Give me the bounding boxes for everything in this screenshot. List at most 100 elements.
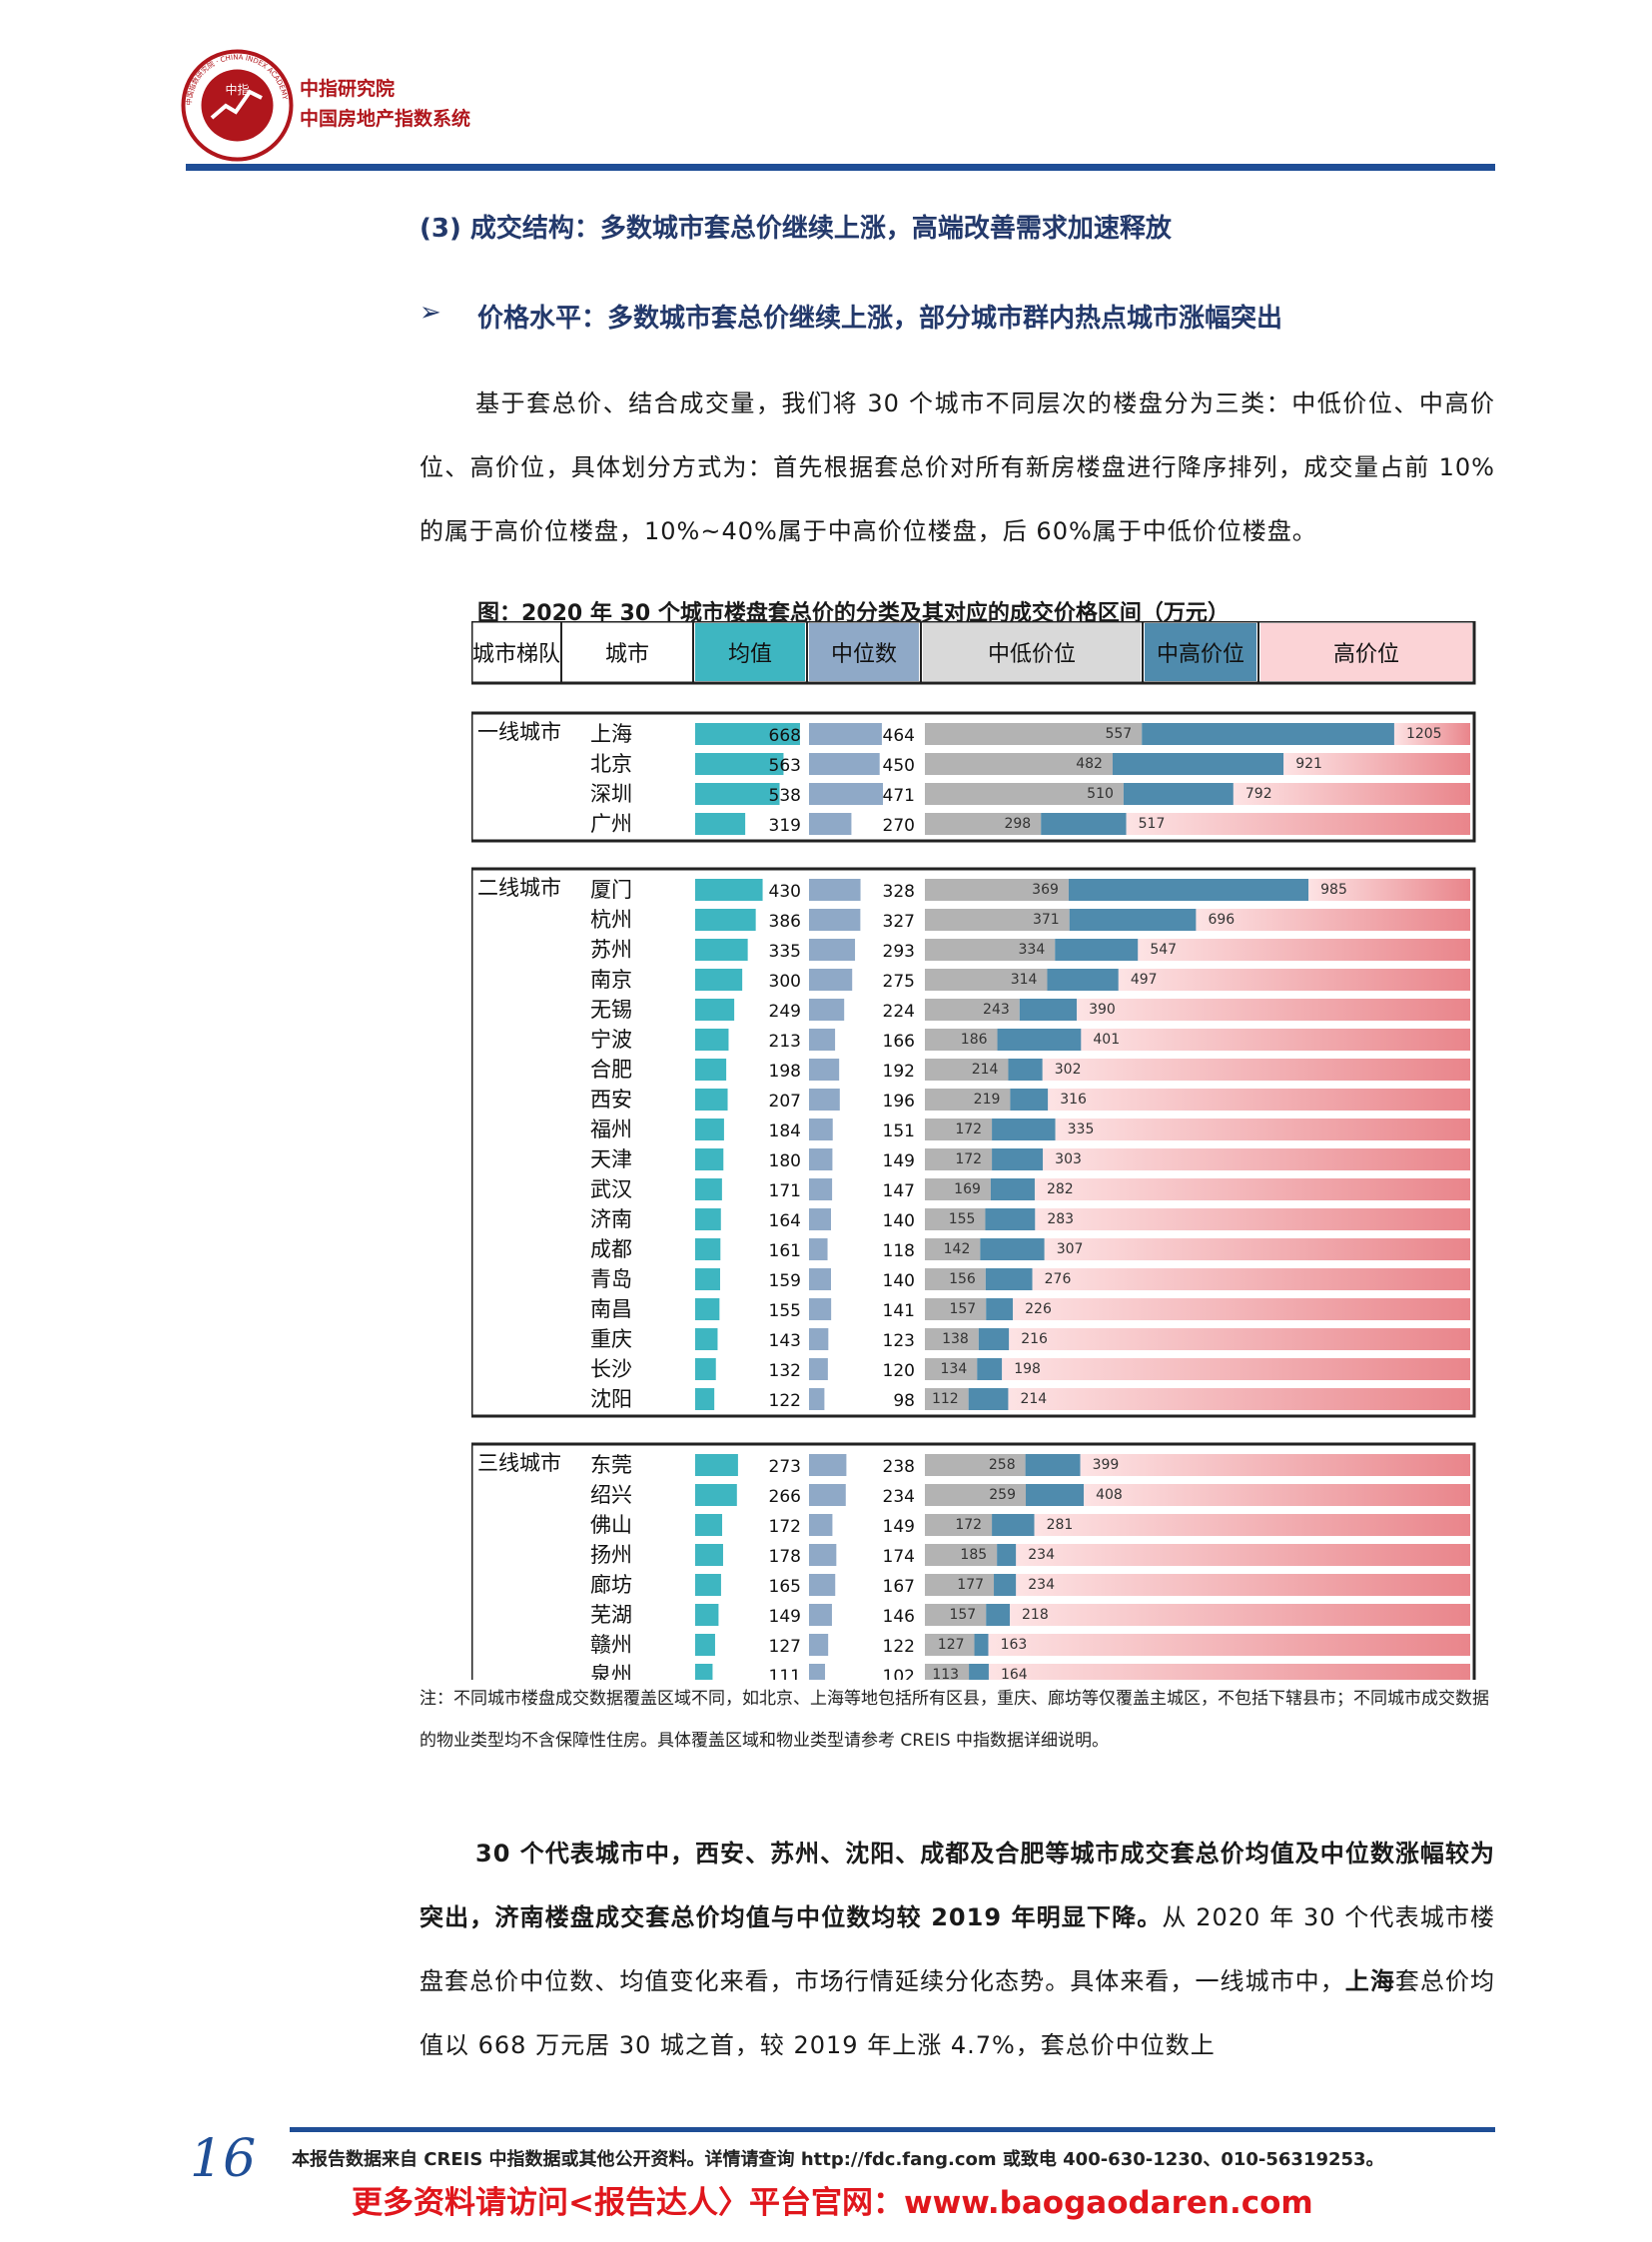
median-bar xyxy=(809,1454,847,1476)
low-range-bar xyxy=(925,1664,970,1680)
p90-label: 985 xyxy=(1320,882,1347,898)
midhigh-range-bar xyxy=(994,1574,1017,1596)
analysis-text-2: 套总价均值以 668 万元居 30 城之首，较 2019 年上涨 4.7%，套总… xyxy=(419,1967,1496,2059)
mean-bar xyxy=(695,1574,721,1596)
high-range-bar xyxy=(1009,1328,1470,1350)
midhigh-range-bar xyxy=(997,1544,1017,1566)
median-bar xyxy=(809,1059,840,1081)
median-bar xyxy=(809,1514,833,1536)
p60-label: 371 xyxy=(1033,912,1060,928)
mean-label: 165 xyxy=(769,1577,801,1597)
p60-label: 127 xyxy=(938,1637,965,1653)
mean-label: 386 xyxy=(769,912,801,932)
midhigh-range-bar xyxy=(1041,813,1127,835)
p60-label: 214 xyxy=(972,1062,999,1078)
median-label: 464 xyxy=(883,726,915,746)
median-bar xyxy=(809,1484,846,1506)
median-label: 196 xyxy=(883,1092,915,1112)
p60-label: 172 xyxy=(955,1151,982,1167)
median-label: 192 xyxy=(883,1062,915,1082)
header-rule xyxy=(186,164,1495,171)
median-bar xyxy=(809,1388,825,1410)
high-range-bar xyxy=(1081,1029,1470,1051)
low-range-bar xyxy=(925,909,1070,931)
p90-label: 497 xyxy=(1131,972,1158,988)
high-range-bar xyxy=(1016,1544,1470,1566)
mean-bar xyxy=(695,1484,737,1506)
median-label: 234 xyxy=(883,1487,915,1507)
p60-label: 186 xyxy=(961,1032,988,1048)
city-label: 天津 xyxy=(590,1147,632,1171)
median-label: 328 xyxy=(883,882,915,902)
median-label: 275 xyxy=(883,972,915,992)
median-bar xyxy=(809,783,884,805)
p90-label: 276 xyxy=(1045,1271,1072,1287)
city-label: 长沙 xyxy=(590,1357,632,1381)
p60-label: 113 xyxy=(932,1667,959,1680)
median-label: 471 xyxy=(883,786,915,806)
city-label: 东莞 xyxy=(590,1453,632,1477)
mean-label: 184 xyxy=(769,1121,801,1141)
logo-center-text: 中指 xyxy=(225,82,249,97)
page-number: 16 xyxy=(190,2129,257,2189)
midhigh-range-bar xyxy=(1055,939,1139,961)
p90-label: 216 xyxy=(1021,1331,1048,1347)
midhigh-range-bar xyxy=(1068,879,1309,901)
median-bar xyxy=(809,1089,840,1111)
mean-label: 159 xyxy=(769,1271,801,1291)
city-label: 青岛 xyxy=(590,1267,632,1291)
p90-label: 198 xyxy=(1014,1361,1041,1377)
city-label: 广州 xyxy=(590,812,632,836)
midhigh-range-bar xyxy=(985,1268,1033,1290)
high-range-bar xyxy=(1126,813,1470,835)
p90-label: 303 xyxy=(1055,1151,1082,1167)
median-label: 122 xyxy=(883,1637,915,1657)
median-bar xyxy=(809,1358,828,1380)
p90-label: 401 xyxy=(1093,1032,1120,1048)
header-cell-bg xyxy=(695,623,805,681)
mean-label: 335 xyxy=(769,942,801,962)
mean-bar xyxy=(695,1388,715,1410)
mean-label: 178 xyxy=(769,1547,801,1567)
header-cell-bg xyxy=(1260,623,1472,681)
midhigh-range-bar xyxy=(986,1298,1014,1320)
city-label: 佛山 xyxy=(590,1513,632,1537)
footer-promo-link[interactable]: 更多资料请访问<报告达人〉平台官网：www.baogaodaren.com xyxy=(352,2185,1313,2221)
mean-bar xyxy=(695,1029,729,1051)
median-bar xyxy=(809,999,845,1021)
mean-label: 171 xyxy=(769,1181,801,1201)
mean-bar xyxy=(695,1604,719,1626)
median-bar xyxy=(809,1148,833,1170)
midhigh-range-bar xyxy=(978,1328,1010,1350)
low-range-bar xyxy=(925,753,1113,775)
median-bar xyxy=(809,1208,831,1230)
mean-bar xyxy=(695,1208,721,1230)
midhigh-range-bar xyxy=(992,1514,1035,1536)
subheading: 价格水平：多数城市套总价继续上涨，部分城市群内热点城市涨幅突出 xyxy=(477,304,1283,334)
midhigh-range-bar xyxy=(1069,909,1197,931)
low-range-bar xyxy=(925,1178,991,1200)
section-heading: (3) 成交结构：多数城市套总价继续上涨，高端改善需求加速释放 xyxy=(419,214,1172,244)
low-range-bar xyxy=(925,879,1069,901)
mean-bar xyxy=(695,1634,715,1656)
mean-label: 563 xyxy=(769,756,801,776)
org-name: 中指研究院 xyxy=(300,78,396,100)
high-range-bar xyxy=(1308,879,1470,901)
system-name: 中国房地产指数系统 xyxy=(300,108,471,130)
city-label: 沈阳 xyxy=(590,1387,632,1411)
low-range-bar xyxy=(925,1484,1027,1506)
tier-label: 一线城市 xyxy=(477,720,561,744)
midhigh-range-bar xyxy=(1010,1089,1049,1111)
mean-bar xyxy=(695,1268,720,1290)
high-range-bar xyxy=(1016,1574,1470,1596)
high-range-bar xyxy=(1393,723,1470,745)
median-label: 238 xyxy=(883,1457,915,1477)
midhigh-range-bar xyxy=(977,1358,1003,1380)
low-range-bar xyxy=(925,1454,1026,1476)
p90-label: 163 xyxy=(1001,1637,1028,1653)
median-bar xyxy=(809,909,861,931)
low-range-bar xyxy=(925,1388,969,1410)
mean-bar xyxy=(695,939,748,961)
mean-bar xyxy=(695,1089,728,1111)
